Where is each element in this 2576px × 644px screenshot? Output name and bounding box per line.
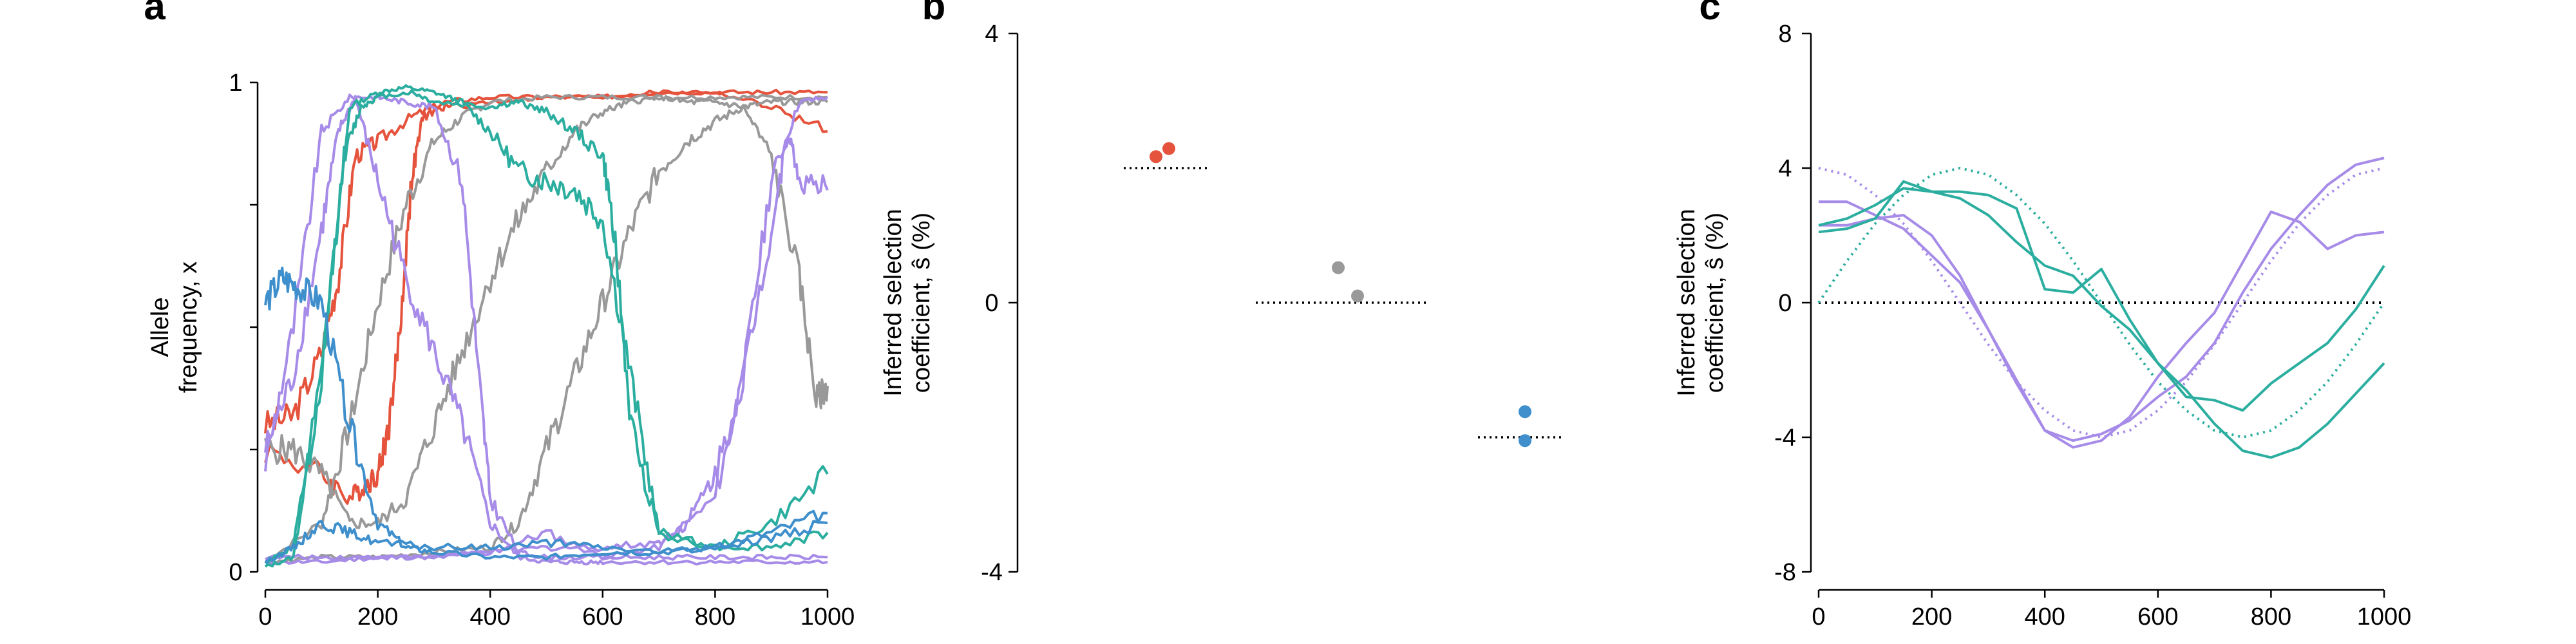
- panel-c-series-5: [1818, 180, 2385, 412]
- panel-a-x-tick-label: 600: [582, 603, 623, 630]
- panel-a-series-1: [264, 89, 828, 505]
- panel-a-x-tick-label: 0: [258, 603, 272, 630]
- panel-a-x-tick-label: 200: [357, 603, 398, 630]
- panel-b-letter: b: [922, 0, 946, 28]
- panel-a-series-11: [264, 267, 828, 561]
- panel-c-series-4: [1819, 210, 2385, 449]
- panel-c-letter: c: [1699, 0, 1720, 28]
- panel-b-y-tick-label: 4: [985, 21, 998, 48]
- panel-a-ylabel: Allele frequency, x: [147, 261, 202, 393]
- panel-c-x-tick-label: 800: [2251, 603, 2291, 630]
- panel-a-x-tick-label: 1000: [800, 603, 855, 630]
- panel-c-ylabel-line-1: coefficient, ŝ (%): [1701, 213, 1728, 393]
- panel-b-ylabel-line-1: coefficient, ŝ (%): [908, 213, 935, 393]
- panel-a-letter: a: [144, 0, 166, 28]
- panel-c-ylabel: Inferred selection coefficient, ŝ (%): [1673, 209, 1728, 397]
- panel-c-y-tick-label: -8: [1774, 559, 1796, 586]
- panel-a-x-tick-label: 800: [695, 603, 735, 630]
- panel-b-ylabel-line-0: Inferred selection: [880, 209, 907, 397]
- panel-b-point: [1332, 261, 1345, 274]
- panel-c-series-3: [1819, 156, 2385, 442]
- panel-a-series-10: [264, 84, 829, 568]
- panel-c-series-6: [1818, 187, 2385, 459]
- panel-b-point: [1519, 405, 1531, 419]
- panel-c-ylabel-line-0: Inferred selection: [1673, 209, 1700, 397]
- panel-c-y-tick-label: 0: [1778, 290, 1792, 317]
- panel-a-series-6: [264, 93, 828, 561]
- panel-c-x-tick-label: 200: [1911, 603, 1952, 630]
- panel-c-x-tick-label: 1000: [2357, 603, 2412, 630]
- panel-b-point: [1519, 434, 1531, 448]
- panel-a-series-3: [265, 98, 829, 565]
- panel-b-point: [1150, 150, 1162, 164]
- panel-a-x-tick-label: 400: [469, 603, 510, 630]
- panel-b-point: [1162, 142, 1175, 155]
- panel-a-series-5: [264, 95, 828, 566]
- panel-a-ylabel-line-1: frequency, x: [175, 261, 202, 393]
- panel-b-y-tick-label: 0: [985, 290, 998, 317]
- panel-a-y-tick-label: 0: [229, 559, 242, 586]
- panel-b-y-tick-label: -4: [981, 559, 1003, 586]
- panel-c-x-tick-label: 600: [2137, 603, 2178, 630]
- panel-a-series-12: [264, 520, 828, 564]
- panel-a-series-8: [265, 95, 829, 565]
- panel-a-series-2: [264, 93, 829, 529]
- panel-a-y-tick-label: 1: [229, 70, 242, 97]
- panel-c-x-tick-label: 400: [2024, 603, 2065, 630]
- panel-b-point: [1351, 289, 1364, 303]
- panel-a-ylabel-line-0: Allele: [147, 298, 174, 357]
- panel-c-y-tick-label: -4: [1774, 424, 1796, 451]
- panel-c-y-tick-label: 8: [1778, 21, 1792, 48]
- panel-c-y-tick-label: 4: [1778, 155, 1792, 182]
- panel-b-ylabel: Inferred selection coefficient, ŝ (%): [880, 209, 935, 397]
- panel-c-x-tick-label: 0: [1812, 603, 1825, 630]
